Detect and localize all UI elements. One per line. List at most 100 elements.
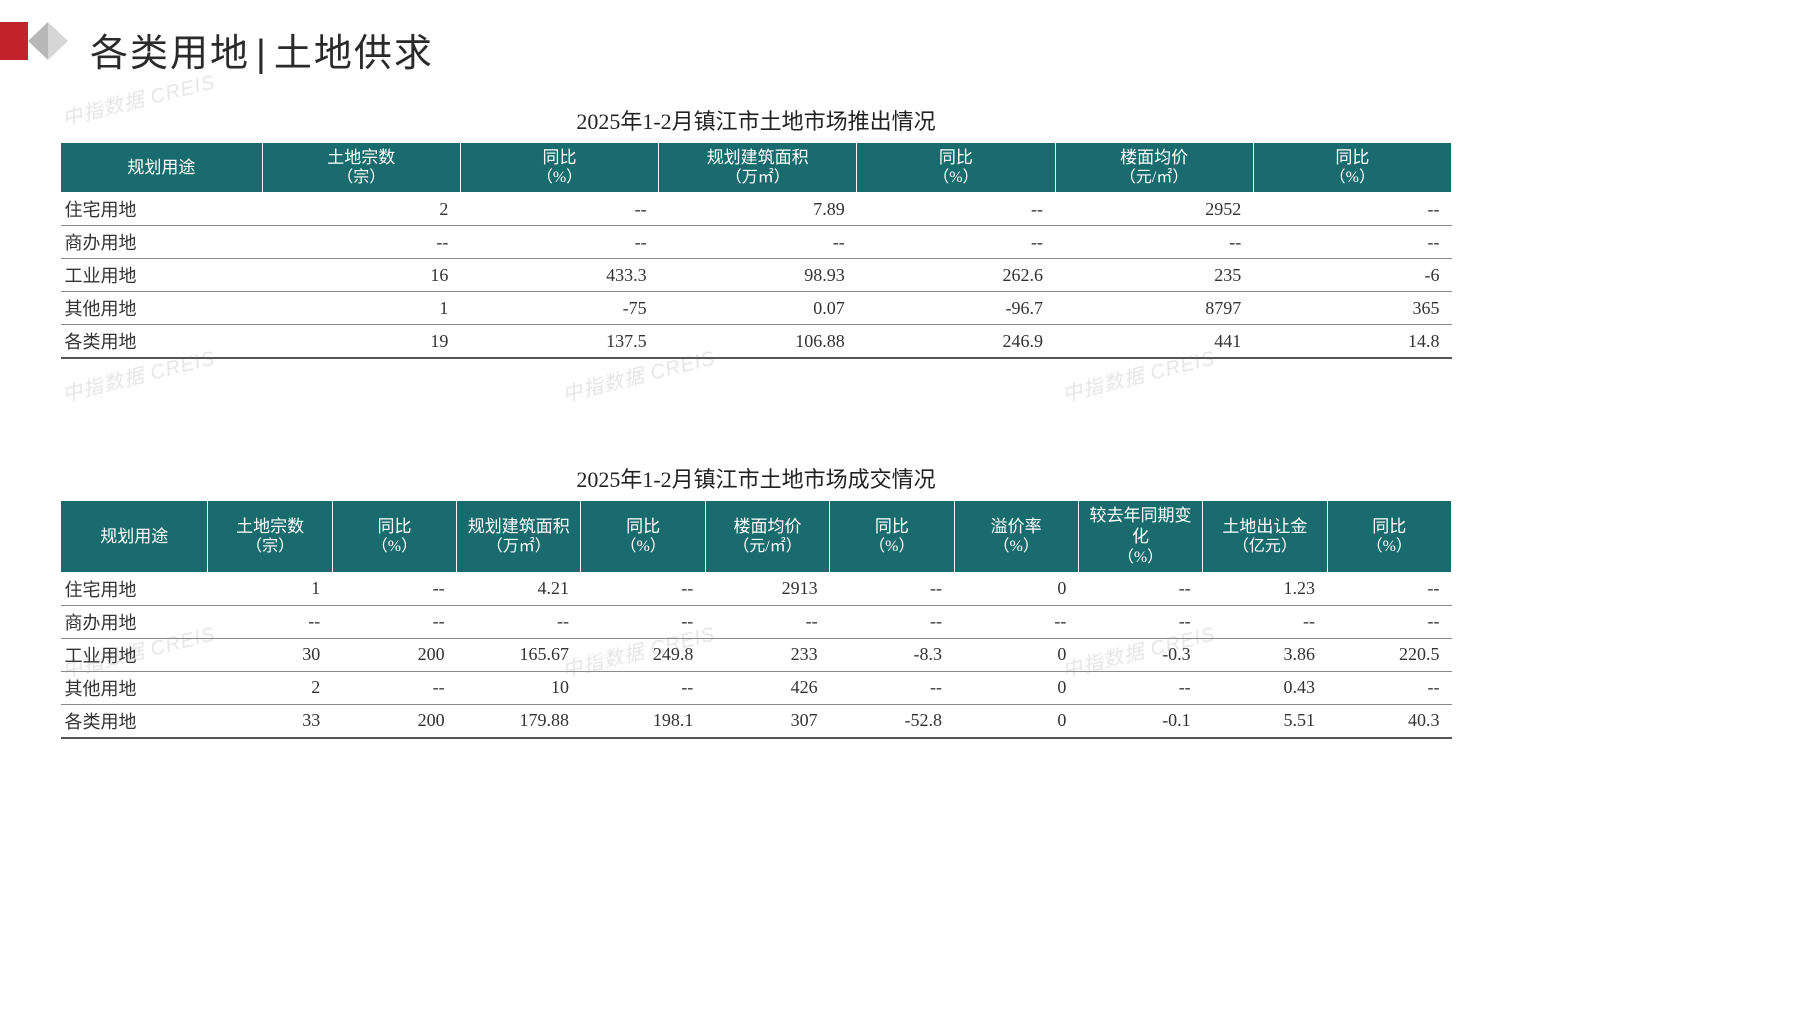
data-cell: 246.9 [857,325,1055,359]
table-row: 各类用地19137.5106.88246.944114.8 [61,325,1452,359]
column-header: 规划建筑面积（万㎡） [659,143,857,193]
column-header: 土地宗数（宗） [262,143,460,193]
column-header: 规划建筑面积（万㎡） [457,501,581,573]
data-cell: -- [460,193,658,226]
table-row: 工业用地16433.398.93262.6235-6 [61,259,1452,292]
row-label: 商办用地 [61,226,263,259]
column-header: 规划用途 [61,143,263,193]
data-cell: 3.86 [1203,638,1327,671]
data-cell: 165.67 [457,638,581,671]
data-cell: 0 [954,671,1078,704]
data-cell: -- [262,226,460,259]
column-header-label: 楼面均价 [1120,148,1188,167]
table-row: 住宅用地2--7.89--2952-- [61,193,1452,226]
data-cell: 40.3 [1327,704,1451,738]
data-cell: 0.07 [659,292,857,325]
column-header: 同比（%） [857,143,1055,193]
column-header-unit: （%） [465,168,654,188]
data-cell: 198.1 [581,704,705,738]
data-cell: 441 [1055,325,1253,359]
title-separator: | [256,33,268,75]
data-cell: 235 [1055,259,1253,292]
column-header-label: 规划用途 [127,158,195,177]
row-label: 住宅用地 [61,193,263,226]
data-cell: -- [659,226,857,259]
table-row: 各类用地33200179.88198.1307-52.80-0.15.5140.… [61,704,1452,738]
data-cell: -- [208,605,332,638]
column-header-label: 较去年同期变化 [1090,506,1192,546]
page-title: 各类用地|土地供求 [90,22,434,77]
title-left: 各类用地 [90,33,250,75]
data-cell: -- [705,605,829,638]
data-cell: -- [581,671,705,704]
column-header: 同比（%） [581,501,705,573]
row-label: 住宅用地 [61,572,208,605]
column-header-label: 规划用途 [100,527,168,546]
data-cell: 0 [954,638,1078,671]
row-label: 其他用地 [61,292,263,325]
column-header-unit: （亿元） [1207,537,1322,557]
column-header: 溢价率（%） [954,501,1078,573]
column-header-label: 楼面均价 [733,517,801,536]
column-header: 规划用途 [61,501,208,573]
table-row: 住宅用地1--4.21--2913--0--1.23-- [61,572,1452,605]
data-cell: -- [1327,605,1451,638]
data-cell: 200 [332,704,456,738]
column-header-label: 同比 [875,517,909,536]
data-cell: -- [332,605,456,638]
column-header: 楼面均价（元/㎡） [1055,143,1253,193]
column-header-unit: （宗） [267,168,456,188]
data-cell: -- [460,226,658,259]
table-row: 工业用地30200165.67249.8233-8.30-0.33.86220.… [61,638,1452,671]
data-cell: -- [857,193,1055,226]
data-cell: 200 [332,638,456,671]
column-header-unit: （元/㎡） [1060,168,1249,188]
row-label: 各类用地 [61,704,208,738]
data-cell: 262.6 [857,259,1055,292]
column-header-label: 同比 [1335,148,1369,167]
data-cell: 137.5 [460,325,658,359]
data-cell: 179.88 [457,704,581,738]
data-cell: 249.8 [581,638,705,671]
data-cell: -- [332,572,456,605]
table-row: 其他用地1-750.07-96.78797365 [61,292,1452,325]
land-transaction-table: 规划用途土地宗数（宗）同比（%）规划建筑面积（万㎡）同比（%）楼面均价（元/㎡）… [60,500,1452,739]
data-cell: 2913 [705,572,829,605]
data-cell: 33 [208,704,332,738]
column-header: 同比（%） [830,501,954,573]
data-cell: -- [830,605,954,638]
column-header-unit: （%） [834,537,949,557]
data-cell: 98.93 [659,259,857,292]
column-header: 同比（%） [332,501,456,573]
data-cell: -- [1253,193,1451,226]
data-cell: -- [1327,671,1451,704]
data-cell: -- [1203,605,1327,638]
data-cell: -- [830,671,954,704]
row-label: 商办用地 [61,605,208,638]
column-header-label: 同比 [626,517,660,536]
data-cell: -- [332,671,456,704]
data-cell: 2 [262,193,460,226]
column-header: 同比（%） [1253,143,1451,193]
column-header: 土地出让金（亿元） [1203,501,1327,573]
title-right: 土地供求 [274,33,434,75]
column-header-unit: （宗） [212,537,327,557]
logo-red-block [0,22,28,60]
table-row: 商办用地-------------------- [61,605,1452,638]
data-cell: 0 [954,572,1078,605]
column-header-label: 同比 [1372,517,1406,536]
table2-title: 2025年1-2月镇江市土地市场成交情况 [60,462,1452,494]
column-header-label: 土地宗数 [327,148,395,167]
data-cell: 220.5 [1327,638,1451,671]
row-label: 其他用地 [61,671,208,704]
column-header-label: 同比 [939,148,973,167]
data-cell: -- [830,572,954,605]
data-cell: -- [457,605,581,638]
data-cell: -- [1078,572,1202,605]
data-cell: 426 [705,671,829,704]
column-header: 楼面均价（元/㎡） [705,501,829,573]
data-cell: -- [1078,605,1202,638]
data-cell: -- [581,605,705,638]
data-cell: -- [1055,226,1253,259]
row-label: 各类用地 [61,325,263,359]
